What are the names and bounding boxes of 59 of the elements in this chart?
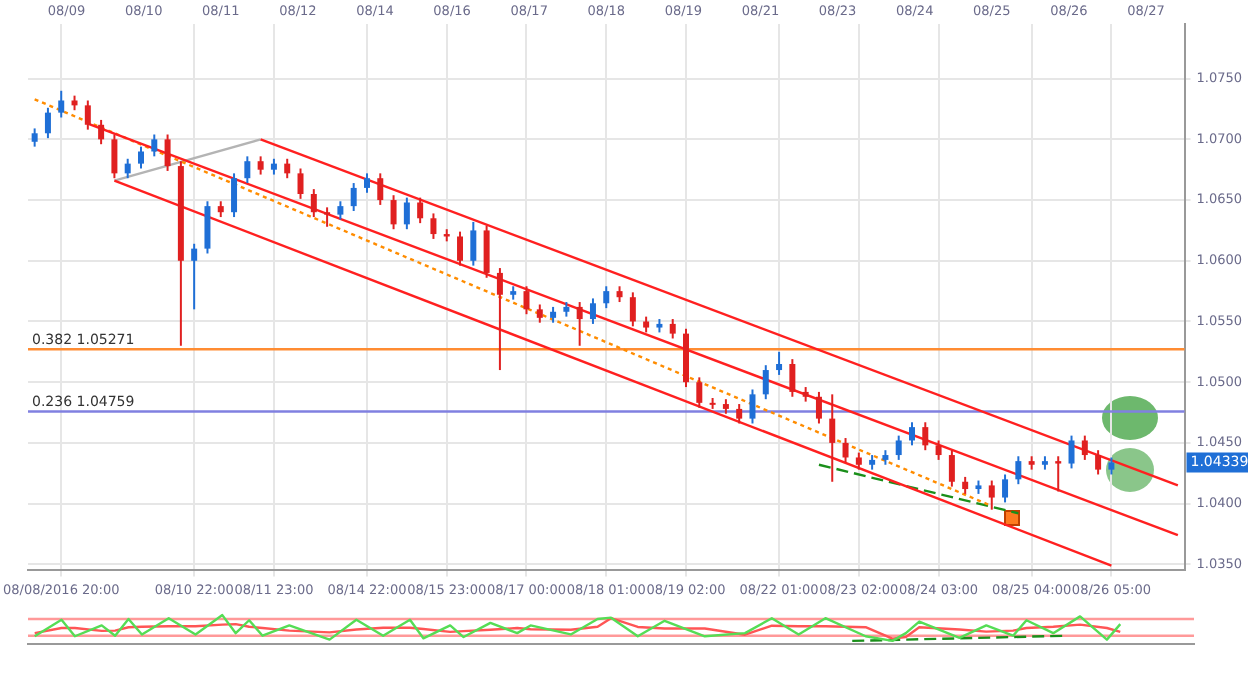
candlestick	[111, 133, 118, 180]
candlestick	[350, 182, 357, 212]
candlestick	[1081, 434, 1088, 461]
candlestick	[363, 172, 370, 194]
candlestick	[310, 188, 317, 219]
candlestick	[231, 172, 238, 219]
candlestick	[935, 439, 942, 461]
candlestick	[137, 145, 144, 170]
candlestick	[403, 196, 410, 231]
candlestick	[696, 376, 703, 409]
candlestick	[98, 118, 105, 146]
candlestick	[284, 157, 291, 180]
candlestick	[430, 212, 437, 240]
candlestick	[297, 167, 304, 200]
candlestick	[948, 449, 955, 488]
candlestick	[589, 297, 596, 325]
candlestick	[669, 318, 676, 340]
candlestick	[629, 291, 636, 328]
candlestick	[191, 242, 198, 311]
candlestick	[417, 196, 424, 225]
candlestick	[164, 133, 171, 172]
candlestick	[1095, 449, 1102, 476]
candlestick	[1055, 455, 1062, 493]
candlestick	[523, 285, 530, 316]
candlestick	[257, 155, 264, 176]
candlestick	[31, 127, 38, 148]
candlestick	[204, 200, 211, 255]
candlestick	[776, 350, 783, 376]
candlestick	[842, 437, 849, 464]
candlestick	[457, 230, 464, 267]
candlestick	[244, 155, 251, 185]
candlestick	[536, 303, 543, 324]
candlestick	[58, 89, 65, 119]
candlestick	[470, 220, 477, 267]
candlestick	[749, 388, 756, 425]
candlestick	[895, 434, 902, 461]
candlestick	[829, 393, 836, 483]
candlestick	[483, 224, 490, 279]
candlestick	[789, 358, 796, 398]
candlestick	[922, 421, 929, 452]
candlestick	[1068, 434, 1075, 470]
candlestick	[1002, 473, 1009, 504]
candlestick	[337, 200, 344, 221]
candlestick	[84, 99, 91, 131]
candlestick	[324, 206, 331, 228]
candlestick	[815, 390, 822, 425]
candlestick	[496, 267, 503, 372]
candlestick	[1015, 455, 1022, 486]
candlestick	[151, 133, 158, 158]
candlestick	[762, 364, 769, 401]
candlestick	[44, 106, 51, 140]
candlestick	[124, 157, 131, 180]
candlestick	[603, 285, 610, 310]
candlestick	[377, 172, 384, 206]
candlestick	[736, 403, 743, 425]
candlestick	[390, 194, 397, 231]
candlestick	[988, 479, 995, 511]
candlestick	[576, 301, 583, 347]
candlestick	[909, 421, 915, 447]
